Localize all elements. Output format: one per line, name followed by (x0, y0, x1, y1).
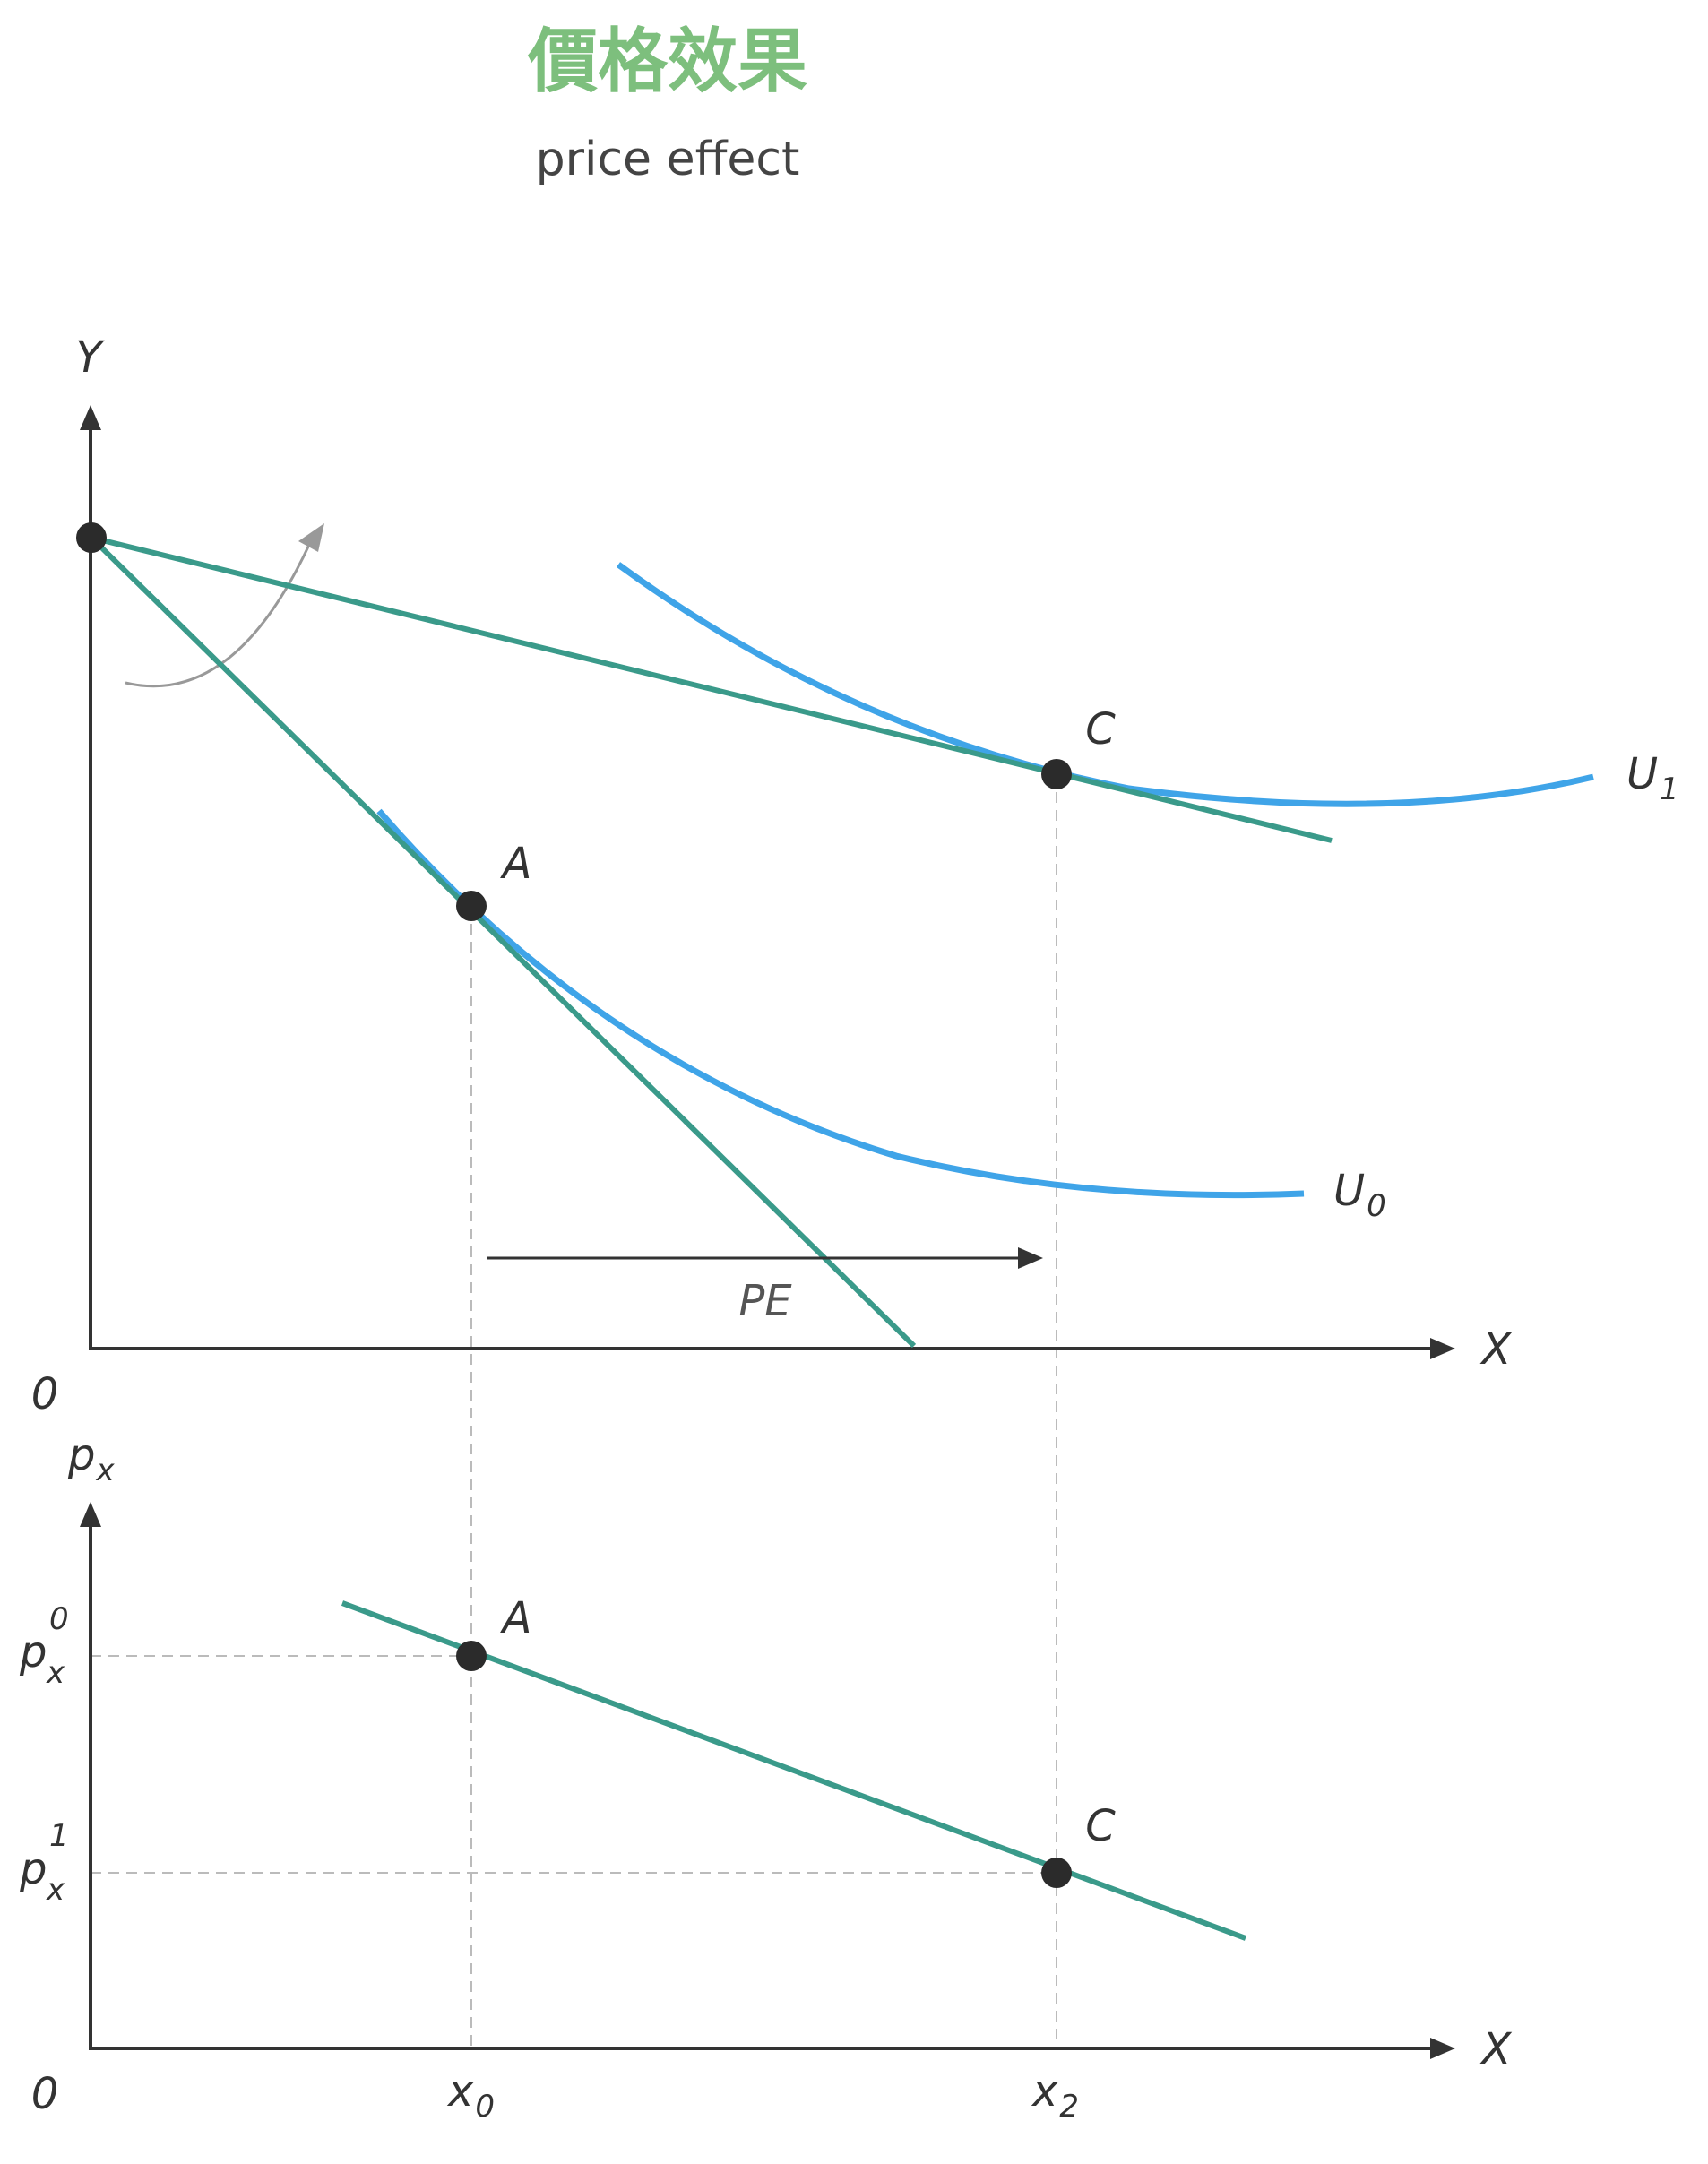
origin-label: 0 (31, 1369, 59, 1419)
x2-label: x2 (1031, 2066, 1079, 2125)
point-c (1041, 759, 1072, 789)
price-axis-arrowhead (80, 1502, 101, 1527)
english-title: price effect (536, 133, 800, 186)
indifference-curve-u0 (376, 808, 1305, 1199)
point-a-label: A (500, 839, 532, 889)
point-a (456, 891, 487, 921)
point-c-label: C (1085, 704, 1116, 754)
rotation-arrowhead (298, 523, 324, 552)
price-effect-arrowhead (1018, 1247, 1043, 1269)
px0-label: p 0 x (19, 1601, 73, 1691)
intercept-point (76, 522, 107, 553)
demand-point-c-label: C (1085, 1801, 1116, 1851)
chinese-title: 價格效果 (527, 22, 807, 102)
y-axis-label: Y (75, 332, 105, 383)
x-axis-label: X (1479, 1324, 1513, 1375)
pe-label: PE (738, 1276, 792, 1326)
u1-label: U1 (1626, 749, 1679, 807)
bottom-panel: px X 0 A C p 0 x p 1 x x0 x2 (19, 1430, 1513, 2125)
u0-label: U0 (1333, 1166, 1386, 1224)
y-axis-arrowhead (80, 405, 101, 430)
price-axis-label: px (67, 1430, 115, 1488)
x-axis-arrowhead (1430, 1338, 1455, 1359)
origin-label-bottom: 0 (31, 2069, 59, 2119)
x0-label: x0 (446, 2066, 495, 2125)
quantity-axis-label: X (1479, 2024, 1513, 2074)
quantity-axis-arrowhead (1430, 2038, 1455, 2059)
demand-line (341, 1600, 1247, 1941)
top-panel: Y X 0 PE A C U0 U1 (31, 332, 1679, 2047)
indifference-curve-u1 (616, 562, 1594, 807)
px1-label: p 1 x (19, 1818, 73, 1908)
new-budget-line (91, 535, 1333, 843)
original-budget-line (89, 535, 917, 1349)
demand-point-a-label: A (500, 1593, 532, 1643)
demand-point-a (456, 1641, 487, 1671)
demand-point-c (1041, 1858, 1072, 1888)
